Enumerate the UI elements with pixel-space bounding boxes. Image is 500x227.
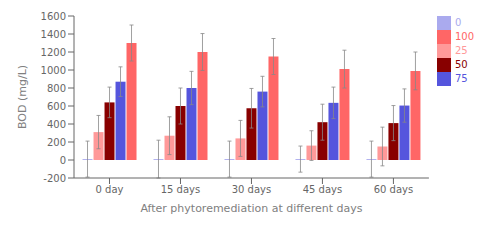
svg-text:1200: 1200 (41, 47, 66, 58)
svg-text:200: 200 (47, 137, 66, 148)
svg-text:0 day: 0 day (96, 184, 124, 195)
svg-text:1600: 1600 (41, 11, 66, 22)
svg-text:600: 600 (47, 101, 66, 112)
svg-text:60 days: 60 days (374, 184, 414, 195)
html-text:50: 50 (454, 59, 468, 70)
svg-text:800: 800 (47, 83, 66, 94)
html-text:100: 100 (454, 31, 474, 42)
html-text:25: 25 (454, 45, 468, 56)
svg-text:BOD (mg/L): BOD (mg/L) (16, 65, 29, 129)
svg-text:1000: 1000 (41, 65, 66, 76)
svg-text:30 days: 30 days (232, 184, 272, 195)
html-text:75: 75 (454, 73, 468, 84)
svg-text:400: 400 (47, 119, 66, 130)
svg-text:15 days: 15 days (161, 184, 201, 195)
svg-text:After phytoremediation at diff: After phytoremediation at different days (140, 202, 362, 215)
html-text:0: 0 (454, 17, 462, 28)
svg-text:-200: -200 (43, 173, 66, 184)
svg-text:45 days: 45 days (303, 184, 343, 195)
svg-text:1400: 1400 (41, 29, 66, 40)
svg-text:0: 0 (60, 155, 66, 166)
